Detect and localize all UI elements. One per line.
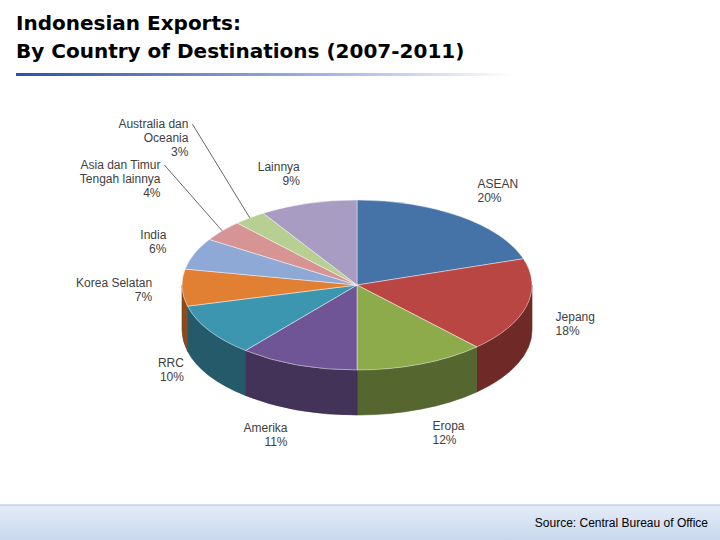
slice — [263, 200, 357, 285]
category-label: India — [140, 228, 166, 242]
category-label: RRC — [158, 356, 184, 370]
category-label-line: Tengah lainnya — [80, 172, 161, 186]
chart: Indonesian Exports: By Country of Destina… — [0, 0, 720, 540]
category-label-line: Oceania — [144, 131, 189, 145]
category-label: Australia danOceania — [118, 117, 188, 145]
category-label: Eropa — [432, 419, 464, 433]
category-label: ASEAN — [478, 177, 519, 191]
category-label-line: Korea Selatan — [76, 276, 152, 290]
subtitle: By Country of Destinations (2007-2011) — [16, 39, 464, 63]
category-label-line: Lainnya — [258, 160, 300, 174]
leader-line — [165, 165, 223, 231]
value-label: 3% — [171, 145, 189, 159]
value-label: 4% — [143, 186, 161, 200]
value-label: 12% — [432, 433, 456, 447]
value-label: 10% — [160, 370, 184, 384]
category-label-line: ASEAN — [478, 177, 519, 191]
category-label: Lainnya — [258, 160, 300, 174]
category-label-line: Asia dan Timur — [80, 158, 160, 172]
category-label: Jepang — [556, 310, 595, 324]
source-note: Source: Central Bureau of Office — [535, 516, 709, 530]
footer-line — [0, 505, 720, 506]
value-label: 20% — [478, 191, 502, 205]
category-label: Korea Selatan — [76, 276, 152, 290]
category-label-line: India — [140, 228, 166, 242]
title: Indonesian Exports: — [16, 11, 241, 35]
category-label-line: Amerika — [244, 421, 288, 435]
data-labels: ASEAN20% Jepang18% Eropa12% Amerika11% RRC10… — [76, 117, 595, 449]
background — [0, 0, 720, 540]
value-label: 11% — [264, 435, 287, 449]
value-label: 6% — [149, 242, 167, 256]
category-label-line: Eropa — [432, 419, 464, 433]
value-label: 9% — [282, 174, 300, 188]
pie — [182, 200, 532, 415]
footer-band — [0, 505, 720, 540]
category-label: Asia dan TimurTengah lainnya — [80, 158, 161, 186]
title-rule — [16, 73, 516, 76]
pie-tops — [182, 200, 532, 370]
leader-line — [192, 124, 249, 218]
category-label-line: Australia dan — [118, 117, 188, 131]
value-label: 7% — [135, 290, 153, 304]
category-label: Amerika — [244, 421, 288, 435]
category-label-line: RRC — [158, 356, 184, 370]
category-label-line: Jepang — [556, 310, 595, 324]
value-label: 18% — [556, 324, 580, 338]
slice — [357, 285, 477, 370]
